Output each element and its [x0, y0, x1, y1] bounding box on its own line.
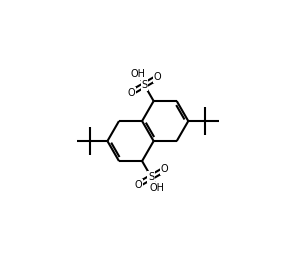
Text: O: O — [161, 164, 168, 174]
Text: OH: OH — [131, 69, 146, 79]
Text: S: S — [148, 172, 154, 182]
Text: S: S — [141, 80, 147, 90]
Text: OH: OH — [150, 183, 165, 193]
Text: O: O — [154, 72, 162, 82]
Text: O: O — [127, 88, 135, 98]
Text: O: O — [134, 180, 142, 190]
